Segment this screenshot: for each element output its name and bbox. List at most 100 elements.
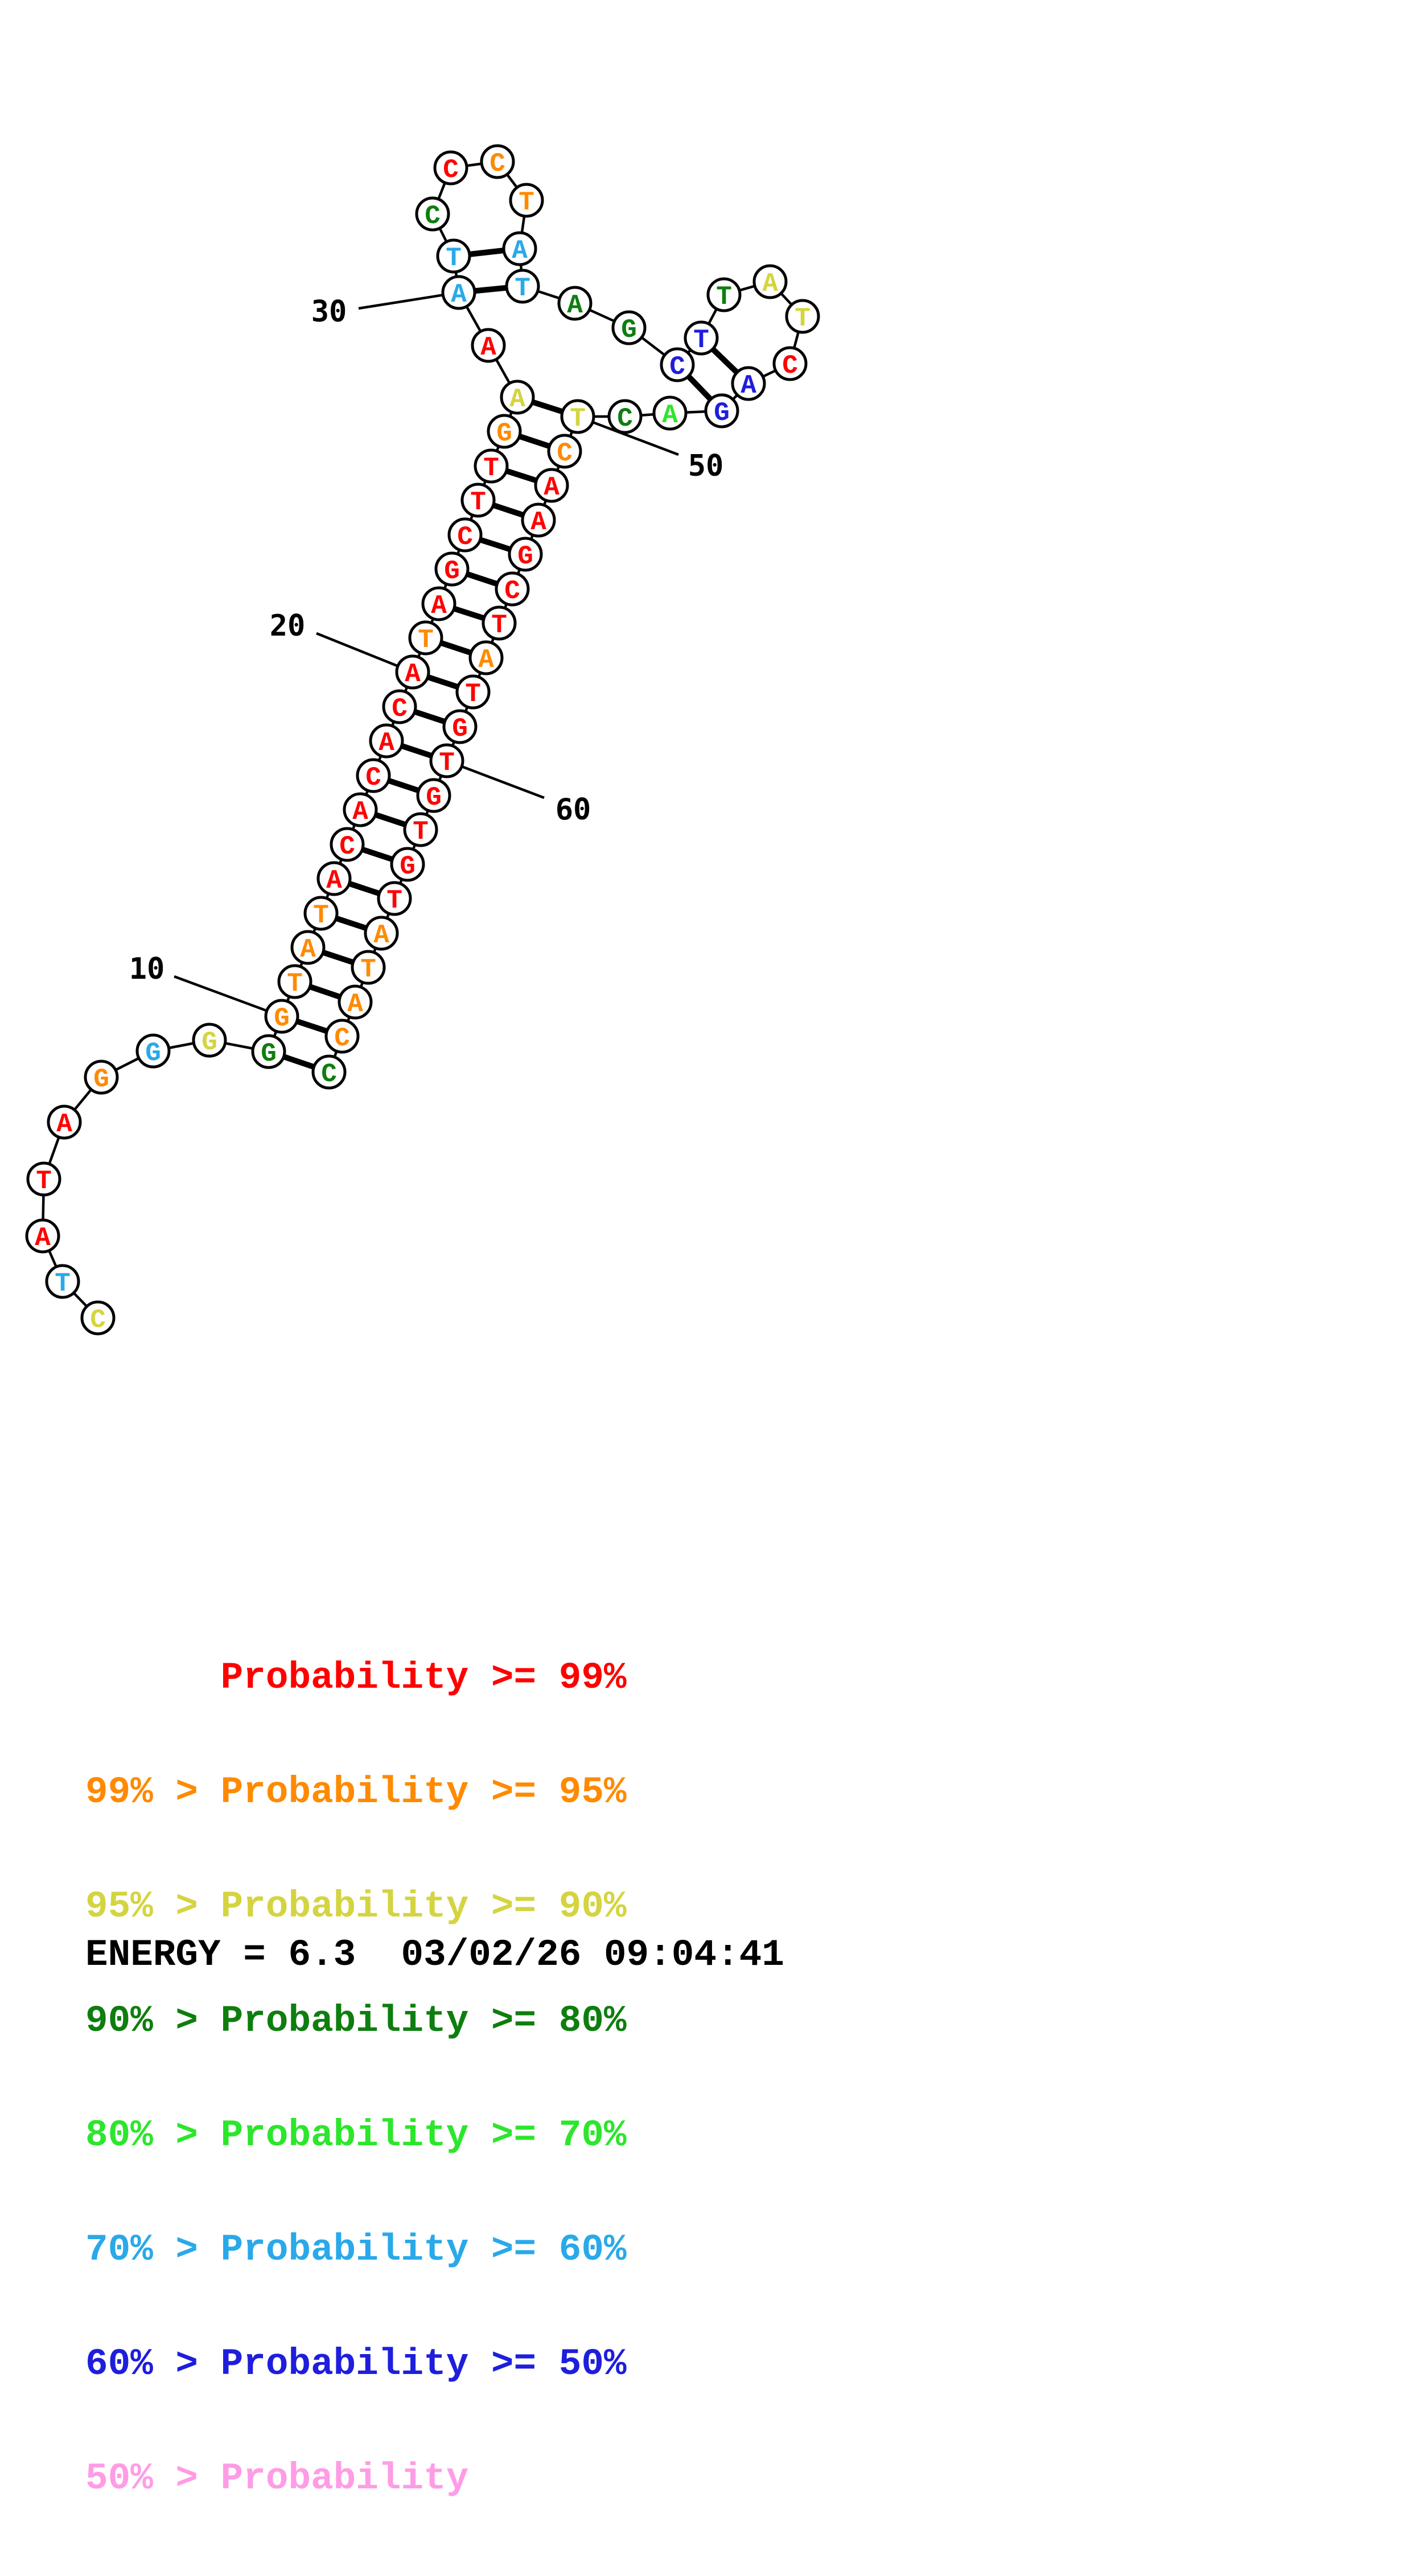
nucleotide-circle-12: [290, 930, 326, 965]
position-label-60: 60: [556, 793, 591, 827]
nucleotide-circle-54: [508, 537, 543, 572]
nucleotide-circle-59: [442, 709, 478, 744]
nucleotide-circle-17: [356, 758, 391, 793]
nucleotide-circle-53: [521, 502, 556, 538]
nucleotide-circle-43: [752, 264, 788, 299]
nucleotide-base-23: G: [444, 557, 460, 586]
nucleotide-circle-23: [434, 551, 470, 587]
nucleotide-base-10: G: [274, 1004, 290, 1033]
nucleotide-circle-55: [495, 571, 530, 607]
nucleotide-base-3: A: [35, 1223, 51, 1253]
nucleotide-circle-34: [480, 144, 515, 179]
nucleotide-circle-50: [560, 399, 595, 434]
nucleotide-circle-18: [369, 723, 404, 759]
nucleotide-circle-36: [502, 231, 537, 266]
nucleotide-circle-16: [343, 792, 378, 827]
nucleotide-circle-45: [772, 346, 808, 381]
nucleotide-circle-51: [547, 434, 582, 469]
nucleotide-base-26: T: [483, 454, 499, 483]
nucleotide-circle-30: [441, 275, 476, 310]
nucleotide-circle-22: [421, 586, 456, 621]
position-label-20: 20: [270, 609, 306, 643]
nucleotide-base-64: T: [386, 886, 402, 916]
nucleotide-base-53: A: [530, 508, 546, 537]
nucleotide-base-56: T: [491, 611, 507, 640]
nucleotide-circles: [25, 144, 820, 1336]
nucleotide-base-48: A: [662, 401, 678, 430]
nucleotide-circle-40: [660, 347, 695, 382]
nucleotide-base-44: T: [795, 304, 811, 333]
nucleotide-circle-67: [338, 984, 373, 1020]
legend-row-plow: 50% > Probability: [85, 2457, 469, 2500]
nucleotide-base-55: C: [504, 576, 520, 606]
nucleotide-base-66: T: [360, 955, 376, 984]
nucleotide-circle-37: [505, 269, 540, 304]
nucleotide-base-61: G: [426, 783, 442, 813]
nucleotide-circle-11: [277, 964, 312, 999]
nucleotide-base-22: A: [431, 591, 447, 621]
nucleotide-circle-10: [264, 999, 299, 1034]
legend-row-p80: 90% > Probability >= 80%: [85, 2000, 627, 2042]
nucleotide-base-16: A: [352, 797, 368, 827]
energy-and-timestamp: ENERGY = 6.3 03/02/26 09:04:41: [85, 1934, 784, 1976]
nucleotide-base-28: A: [509, 385, 525, 414]
nucleotide-circle-19: [382, 689, 417, 724]
nucleotide-circle-24: [447, 517, 483, 553]
nucleotide-circle-60: [429, 743, 464, 778]
legend-row-p70: 80% > Probability >= 70%: [85, 2114, 627, 2157]
nucleotide-circle-46: [731, 366, 766, 401]
nucleotide-base-51: C: [557, 439, 573, 468]
nucleotide-base-43: A: [762, 269, 778, 299]
position-label-lines: [174, 291, 679, 1018]
nucleotide-base-63: G: [400, 852, 416, 881]
nucleotide-base-67: A: [347, 990, 363, 1019]
nucleotide-base-59: G: [452, 714, 468, 744]
legend-row-p99: Probability >= 99%: [85, 1656, 627, 1699]
nucleotide-base-14: A: [326, 866, 342, 896]
nucleotide-circle-69: [311, 1054, 347, 1090]
nucleotide-circle-61: [416, 778, 451, 813]
nucleotide-base-5: A: [56, 1110, 72, 1139]
nucleotide-base-58: T: [465, 679, 481, 709]
legend-row-p60: 70% > Probability >= 60%: [85, 2228, 627, 2271]
nucleotide-base-37: T: [515, 274, 530, 303]
nucleotide-circle-38: [557, 286, 593, 321]
nucleotide-circle-58: [455, 674, 491, 710]
nucleotide-base-9: G: [261, 1039, 277, 1069]
nucleotide-circle-47: [704, 393, 739, 428]
nucleotide-circle-4: [26, 1161, 61, 1197]
nucleotide-circle-57: [468, 640, 504, 675]
nucleotide-circle-56: [482, 605, 517, 641]
nucleotide-base-33: C: [443, 155, 459, 185]
nucleotide-base-36: A: [512, 236, 528, 266]
nucleotide-circle-68: [324, 1019, 360, 1054]
label-pointer-line-50: [577, 415, 679, 456]
nucleotide-base-49: C: [617, 404, 633, 434]
legend-row-p90: 95% > Probability >= 90%: [85, 1885, 627, 1928]
legend-row-p95: 99% > Probability >= 95%: [85, 1771, 627, 1813]
nucleotide-circle-6: [84, 1060, 119, 1095]
label-pointer-line-10: [174, 975, 282, 1018]
nucleotide-base-24: C: [457, 522, 473, 552]
nucleotide-base-11: T: [287, 969, 303, 999]
legend-row-p50: 60% > Probability >= 50%: [85, 2343, 627, 2385]
nucleotide-circle-48: [652, 395, 688, 431]
nucleotide-circle-3: [25, 1218, 60, 1254]
position-label-texts: 10 20 30 50 60: [129, 295, 724, 986]
nucleotide-base-17: C: [365, 763, 381, 793]
nucleotide-base-62: T: [413, 817, 429, 847]
nucleotide-circle-15: [330, 827, 365, 862]
nucleotide-base-21: T: [418, 625, 434, 655]
nucleotide-circle-42: [706, 277, 742, 312]
nucleotide-base-20: A: [405, 660, 421, 689]
nucleotide-base-38: A: [567, 291, 583, 320]
nucleotide-base-2: T: [55, 1269, 71, 1299]
nucleotide-base-19: C: [392, 694, 408, 724]
nucleotide-circle-13: [303, 896, 339, 931]
nucleotide-circle-25: [460, 483, 496, 518]
nucleotide-base-65: A: [373, 921, 389, 950]
nucleotide-circle-64: [377, 881, 412, 916]
position-label-50: 50: [688, 449, 724, 483]
